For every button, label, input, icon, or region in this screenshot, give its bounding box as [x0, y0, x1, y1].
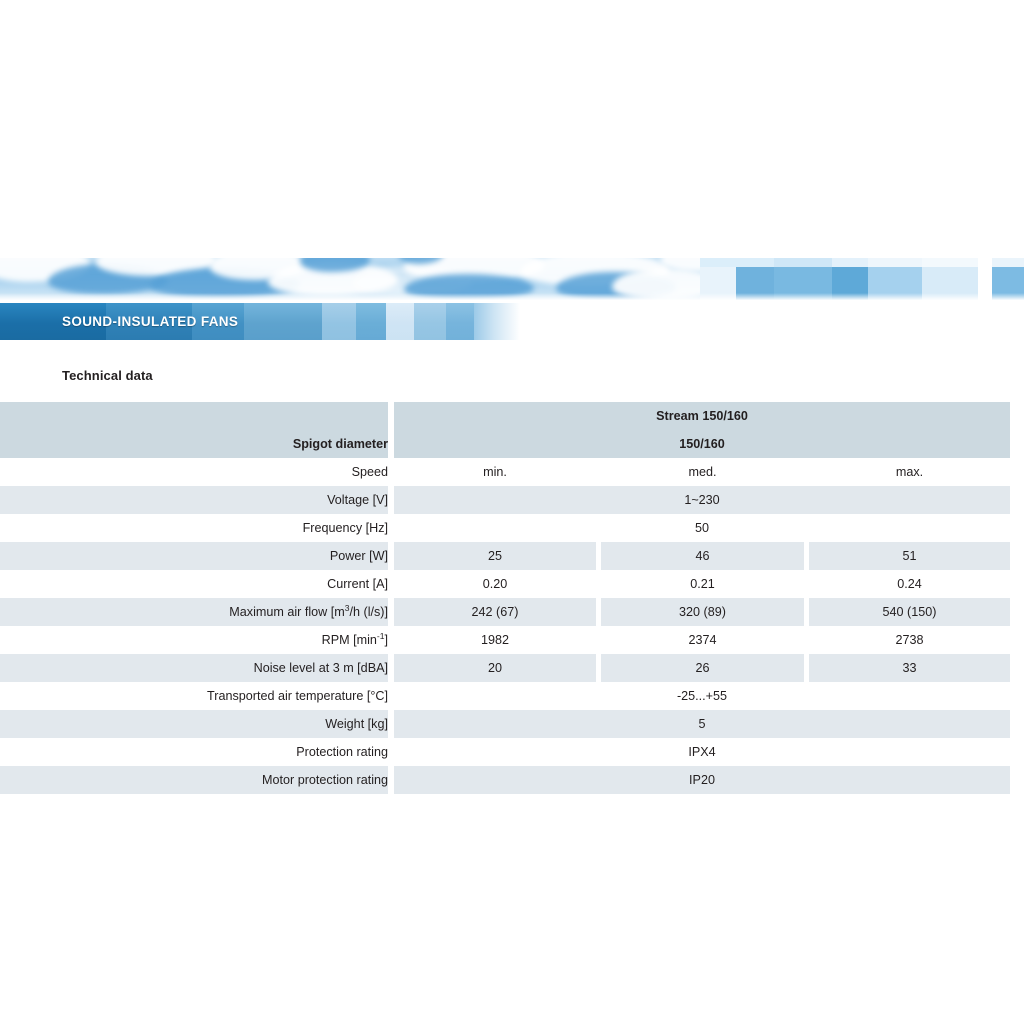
- gutter: [388, 682, 394, 710]
- gutter: [596, 626, 601, 654]
- speed-med: med.: [601, 458, 804, 486]
- row-value-max: 33: [809, 654, 1011, 682]
- row-label: Transported air temperature [°C]: [0, 682, 388, 710]
- gutter: [596, 542, 601, 570]
- speed-label: Speed: [0, 458, 388, 486]
- table-row-product-header: Stream 150/160: [0, 402, 1011, 430]
- gutter: [388, 654, 394, 682]
- technical-data-heading: Technical data: [62, 368, 153, 383]
- bottom-whitespace: [0, 794, 1024, 1018]
- row-value-max: 540 (150): [809, 598, 1011, 626]
- product-header-label: [0, 402, 388, 430]
- gutter: [596, 458, 601, 486]
- row-value-max: 0.24: [809, 570, 1011, 598]
- speed-max: max.: [809, 458, 1011, 486]
- table-row: Motor protection rating IP20: [0, 766, 1011, 794]
- table-row: Protection rating IPX4: [0, 738, 1011, 766]
- gutter: [388, 570, 394, 598]
- row-value-min: 1982: [394, 626, 596, 654]
- row-value-min: 0.20: [394, 570, 596, 598]
- gutter: [804, 598, 809, 626]
- band-separator: [0, 300, 1024, 303]
- row-value-merged: 50: [394, 514, 1011, 542]
- gutter: [596, 598, 601, 626]
- gutter: [388, 626, 394, 654]
- row-value-merged: IP20: [394, 766, 1011, 794]
- gutter: [388, 402, 394, 430]
- gutter: [596, 570, 601, 598]
- gutter: [804, 542, 809, 570]
- table-row: Transported air temperature [°C] -25...+5…: [0, 682, 1011, 710]
- gutter: [388, 542, 394, 570]
- row-label: Noise level at 3 m [dBA]: [0, 654, 388, 682]
- table-row: Current [A] 0.20 0.21 0.24: [0, 570, 1011, 598]
- row-value-merged: 1~230: [394, 486, 1011, 514]
- row-label: Maximum air flow [m3/h (l/s)]: [0, 598, 388, 626]
- gutter: [804, 626, 809, 654]
- gutter: [388, 738, 394, 766]
- technical-data-table: Stream 150/160 Spigot diameter 150/160 S…: [0, 402, 1011, 794]
- row-value-merged: 5: [394, 710, 1011, 738]
- main-content: Technical data Stream 150/160 Spigot dia…: [0, 340, 1024, 1018]
- row-value-max: 51: [809, 542, 1011, 570]
- row-label: RPM [min-1]: [0, 626, 388, 654]
- gutter: [388, 430, 394, 458]
- row-value-med: 46: [601, 542, 804, 570]
- table-row: Frequency [Hz] 50: [0, 514, 1011, 542]
- row-value-med: 26: [601, 654, 804, 682]
- table-row-spigot-diameter: Spigot diameter 150/160: [0, 430, 1011, 458]
- top-whitespace: [0, 0, 1024, 258]
- row-value-max: 2738: [809, 626, 1011, 654]
- row-label: Current [A]: [0, 570, 388, 598]
- row-value-merged: IPX4: [394, 738, 1011, 766]
- speed-min: min.: [394, 458, 596, 486]
- gutter: [596, 654, 601, 682]
- gutter: [804, 654, 809, 682]
- row-value-min: 20: [394, 654, 596, 682]
- table-row: Maximum air flow [m3/h (l/s)] 242 (67) 320…: [0, 598, 1011, 626]
- gutter: [388, 486, 394, 514]
- row-value-med: 0.21: [601, 570, 804, 598]
- gutter: [388, 766, 394, 794]
- gutter: [388, 598, 394, 626]
- row-label: Weight [kg]: [0, 710, 388, 738]
- spigot-diameter-value: 150/160: [394, 430, 1011, 458]
- gutter: [804, 458, 809, 486]
- row-value-merged: -25...+55: [394, 682, 1011, 710]
- table-row: Voltage [V] 1~230: [0, 486, 1011, 514]
- row-label: Motor protection rating: [0, 766, 388, 794]
- gutter: [804, 570, 809, 598]
- gutter: [388, 710, 394, 738]
- table-row: Power [W] 25 46 51: [0, 542, 1011, 570]
- table-row: Weight [kg] 5: [0, 710, 1011, 738]
- table-row: RPM [min-1] 1982 2374 2738: [0, 626, 1011, 654]
- row-label: Voltage [V]: [0, 486, 388, 514]
- table-row: Noise level at 3 m [dBA] 20 26 33: [0, 654, 1011, 682]
- row-label: Frequency [Hz]: [0, 514, 388, 542]
- gutter: [388, 514, 394, 542]
- section-banner-title: SOUND-INSULATED FANS: [62, 314, 239, 329]
- gutter: [388, 458, 394, 486]
- row-label: Power [W]: [0, 542, 388, 570]
- table-row-speed: Speed min. med. max.: [0, 458, 1011, 486]
- row-label: Protection rating: [0, 738, 388, 766]
- row-value-min: 25: [394, 542, 596, 570]
- row-value-med: 2374: [601, 626, 804, 654]
- row-value-med: 320 (89): [601, 598, 804, 626]
- row-value-min: 242 (67): [394, 598, 596, 626]
- sky-photo-band: [0, 258, 1024, 300]
- section-banner: SOUND-INSULATED FANS: [0, 303, 1024, 340]
- product-header-value: Stream 150/160: [394, 402, 1011, 430]
- spigot-diameter-label: Spigot diameter: [0, 430, 388, 458]
